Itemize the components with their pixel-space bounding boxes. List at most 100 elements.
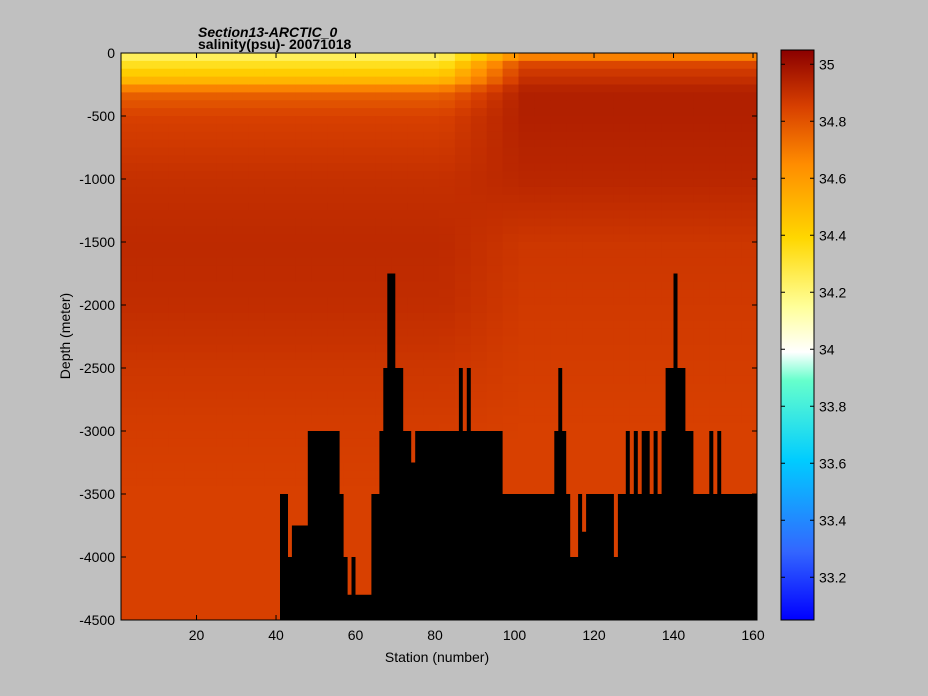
salinity-cell (534, 407, 551, 416)
salinity-cell (534, 431, 551, 440)
salinity-cell (184, 249, 201, 259)
salinity-cell (407, 100, 424, 109)
salinity-cell (295, 494, 313, 503)
salinity-cell (582, 446, 599, 456)
salinity-cell (439, 108, 456, 117)
salinity-cell (152, 423, 170, 432)
salinity-cell (168, 218, 185, 227)
colorbar-tick-label: 34.8 (819, 113, 846, 129)
salinity-cell (184, 147, 201, 156)
salinity-cell (502, 202, 519, 211)
salinity-cell (534, 438, 551, 448)
salinity-cell (550, 202, 567, 211)
salinity-cell (502, 100, 519, 109)
salinity-cell (200, 265, 217, 274)
salinity-cell (407, 139, 424, 148)
salinity-cell (454, 407, 472, 416)
salinity-cell (725, 470, 742, 479)
salinity-cell (725, 423, 742, 432)
salinity-cell (693, 375, 710, 385)
salinity-cell (136, 234, 154, 243)
salinity-cell (439, 344, 456, 353)
salinity-cell (582, 297, 599, 306)
salinity-cell (725, 328, 742, 337)
salinity-cell (232, 557, 249, 566)
salinity-cell (121, 486, 138, 495)
salinity-cell (677, 281, 694, 290)
salinity-cell (216, 202, 233, 211)
salinity-cell (598, 375, 615, 385)
salinity-cell (311, 336, 329, 345)
salinity-cell (534, 336, 551, 345)
salinity-cell (248, 179, 265, 188)
salinity-cell (534, 163, 551, 172)
salinity-cell (121, 368, 138, 377)
salinity-cell (327, 92, 344, 101)
salinity-cell (454, 194, 472, 204)
salinity-cell (391, 131, 408, 141)
salinity-cell (439, 383, 456, 393)
salinity-cell (645, 368, 662, 377)
salinity-cell (359, 446, 376, 456)
salinity-cell (136, 297, 154, 306)
salinity-cell (200, 226, 217, 235)
salinity-cell (407, 234, 424, 243)
salinity-cell (359, 438, 376, 448)
salinity-cell (311, 155, 329, 164)
salinity-cell (121, 470, 138, 479)
salinity-cell (598, 242, 615, 251)
salinity-cell (534, 462, 551, 471)
salinity-cell (264, 226, 281, 235)
salinity-cell (725, 210, 742, 219)
salinity-cell (248, 431, 265, 440)
salinity-cell (248, 360, 265, 369)
salinity-cell (661, 100, 678, 109)
salinity-cell (518, 431, 535, 440)
salinity-cell (168, 360, 185, 369)
salinity-cell (566, 312, 583, 322)
salinity-cell (534, 257, 551, 267)
salinity-cell (121, 509, 138, 519)
salinity-cell (280, 242, 297, 251)
salinity-cell (582, 368, 599, 377)
salinity-cell (311, 53, 329, 62)
salinity-cell (582, 352, 599, 361)
salinity-cell (280, 541, 297, 550)
salinity-cell (709, 60, 726, 70)
salinity-cell (709, 312, 726, 322)
salinity-cell (375, 297, 392, 306)
salinity-cell (534, 344, 551, 353)
salinity-cell (311, 226, 329, 235)
salinity-cell (343, 76, 360, 85)
salinity-cell (375, 179, 392, 188)
salinity-cell (311, 289, 329, 298)
salinity-cell (598, 478, 615, 487)
salinity-cell (152, 517, 170, 526)
salinity-cell (311, 139, 329, 148)
salinity-cell (613, 226, 631, 235)
salinity-cell (264, 407, 281, 416)
salinity-cell (343, 108, 360, 117)
salinity-cell (343, 423, 360, 432)
salinity-cell (470, 344, 488, 353)
salinity-cell (407, 242, 424, 251)
salinity-cell (741, 76, 758, 85)
salinity-cell (152, 320, 170, 330)
salinity-cell (566, 194, 583, 204)
salinity-cell (280, 375, 297, 385)
salinity-cell (486, 383, 503, 393)
salinity-cell (598, 123, 615, 133)
salinity-cell (629, 194, 647, 204)
salinity-cell (613, 431, 631, 440)
salinity-cell (248, 218, 265, 227)
salinity-cell (136, 494, 154, 503)
salinity-cell (216, 391, 233, 400)
salinity-cell (343, 179, 360, 188)
salinity-cell (582, 415, 599, 424)
salinity-cell (216, 249, 233, 259)
salinity-cell (566, 84, 583, 93)
salinity-cell (566, 336, 583, 345)
salinity-cell (264, 446, 281, 456)
salinity-cell (136, 100, 154, 109)
salinity-cell (598, 163, 615, 172)
